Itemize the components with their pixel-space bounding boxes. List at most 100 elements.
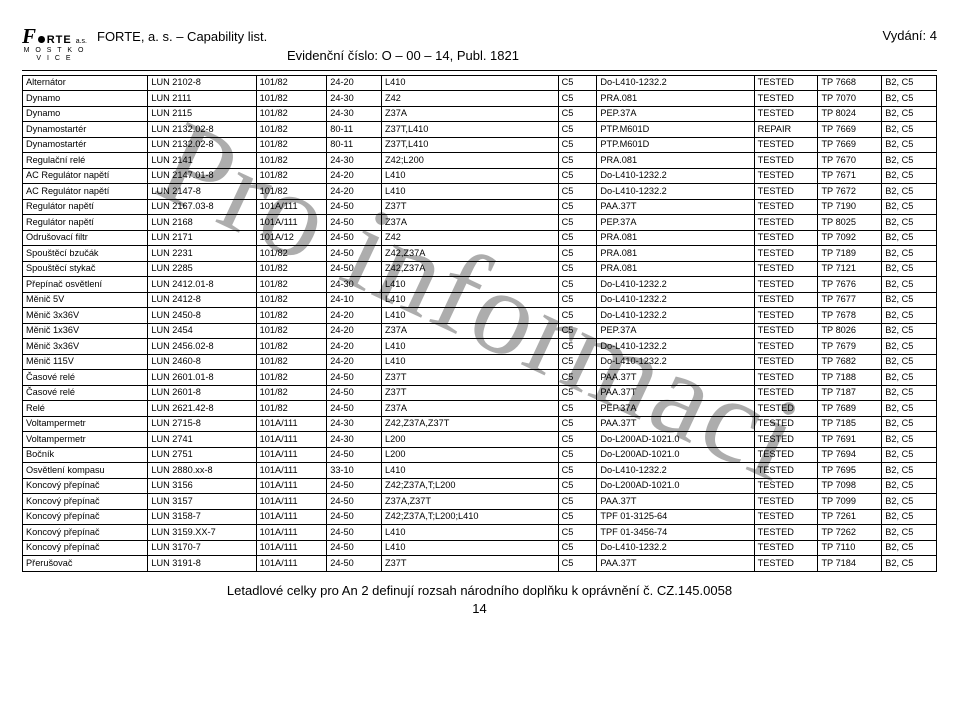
table-cell: LUN 2456.02-8 xyxy=(148,339,256,355)
table-cell: C5 xyxy=(558,401,597,417)
table-cell: TP 7262 xyxy=(818,525,882,541)
table-cell: TESTED xyxy=(754,308,818,324)
table-cell: 101/82 xyxy=(256,184,327,200)
table-cell: 24-50 xyxy=(327,261,382,277)
table-cell: LUN 2167.03-8 xyxy=(148,199,256,215)
table-cell: TP 7670 xyxy=(818,153,882,169)
table-cell: PAA.37T xyxy=(597,556,754,572)
table-cell: LUN 2141 xyxy=(148,153,256,169)
table-row: Koncový přepínačLUN 3159.XX-7101A/11124-… xyxy=(23,525,937,541)
table-row: ReléLUN 2621.42-8101/8224-50Z37AC5PEP.37… xyxy=(23,401,937,417)
table-cell: C5 xyxy=(558,137,597,153)
table-row: Měnič 1x36VLUN 2454101/8224-20Z37AC5PEP.… xyxy=(23,323,937,339)
table-cell: B2, C5 xyxy=(882,401,937,417)
table-row: VoltampermetrLUN 2715-8101A/11124-30Z42,… xyxy=(23,416,937,432)
table-cell: TESTED xyxy=(754,199,818,215)
table-cell: TP 7669 xyxy=(818,137,882,153)
table-cell: Měnič 1x36V xyxy=(23,323,148,339)
header-title-2: Evidenční číslo: O – 00 – 14, Publ. 1821 xyxy=(97,47,519,66)
table-cell: LUN 2171 xyxy=(148,230,256,246)
table-cell: C5 xyxy=(558,277,597,293)
table-row: DynamostartérLUN 2132.02-8101/8280-11Z37… xyxy=(23,122,937,138)
table-cell: Osvětlení kompasu xyxy=(23,463,148,479)
table-cell: C5 xyxy=(558,91,597,107)
table-cell: Koncový přepínač xyxy=(23,525,148,541)
table-cell: TESTED xyxy=(754,91,818,107)
table-cell: Z37T,L410 xyxy=(381,137,558,153)
table-cell: B2, C5 xyxy=(882,370,937,386)
table-cell: PRA.081 xyxy=(597,230,754,246)
table-cell: Z37A,Z37T xyxy=(381,494,558,510)
table-cell: PAA.37T xyxy=(597,385,754,401)
table-cell: Do-L200AD-1021.0 xyxy=(597,447,754,463)
table-row: Měnič 3x36VLUN 2450-8101/8224-20L410C5Do… xyxy=(23,308,937,324)
table-cell: LUN 2111 xyxy=(148,91,256,107)
table-cell: LUN 2168 xyxy=(148,215,256,231)
table-cell: 101/82 xyxy=(256,106,327,122)
table-cell: Z42 xyxy=(381,230,558,246)
table-row: PřerušovačLUN 3191-8101A/11124-50Z37TC5P… xyxy=(23,556,937,572)
table-cell: PEP.37A xyxy=(597,215,754,231)
capability-table: AlternátorLUN 2102-8101/8224-20L410C5Do-… xyxy=(22,75,937,572)
table-cell: TESTED xyxy=(754,246,818,262)
table-cell: 101A/111 xyxy=(256,447,327,463)
table-row: VoltampermetrLUN 2741101A/11124-30L200C5… xyxy=(23,432,937,448)
footer-page-number: 14 xyxy=(22,600,937,618)
table-cell: L410 xyxy=(381,75,558,91)
table-cell: TESTED xyxy=(754,339,818,355)
table-cell: B2, C5 xyxy=(882,292,937,308)
table-cell: B2, C5 xyxy=(882,168,937,184)
table-cell: TP 7669 xyxy=(818,122,882,138)
table-cell: 24-50 xyxy=(327,246,382,262)
table-cell: TESTED xyxy=(754,447,818,463)
logo-dot-icon xyxy=(38,36,45,43)
table-cell: Z37T xyxy=(381,370,558,386)
table-cell: LUN 2715-8 xyxy=(148,416,256,432)
table-cell: 101/82 xyxy=(256,75,327,91)
table-cell: 24-50 xyxy=(327,540,382,556)
table-cell: Regulační relé xyxy=(23,153,148,169)
table-cell: 101/82 xyxy=(256,246,327,262)
table-cell: L410 xyxy=(381,525,558,541)
table-cell: 24-30 xyxy=(327,153,382,169)
table-cell: 24-20 xyxy=(327,323,382,339)
table-cell: TP 7110 xyxy=(818,540,882,556)
footer-line-1: Letadlové celky pro An 2 definují rozsah… xyxy=(22,582,937,600)
table-cell: TESTED xyxy=(754,494,818,510)
table-cell: B2, C5 xyxy=(882,215,937,231)
table-row: Časové reléLUN 2601.01-8101/8224-50Z37TC… xyxy=(23,370,937,386)
table-cell: 33-10 xyxy=(327,463,382,479)
table-cell: LUN 2621.42-8 xyxy=(148,401,256,417)
table-cell: B2, C5 xyxy=(882,525,937,541)
table-cell: L410 xyxy=(381,308,558,324)
table-cell: 101A/111 xyxy=(256,556,327,572)
table-cell: C5 xyxy=(558,230,597,246)
table-cell: TESTED xyxy=(754,230,818,246)
table-cell: C5 xyxy=(558,354,597,370)
table-cell: 101/82 xyxy=(256,370,327,386)
table-cell: C5 xyxy=(558,75,597,91)
table-cell: TP 7098 xyxy=(818,478,882,494)
company-logo: F RTE a.s. M O S T K O V I C E xyxy=(22,28,87,62)
table-cell: B2, C5 xyxy=(882,323,937,339)
table-cell: PEP.37A xyxy=(597,106,754,122)
table-cell: TESTED xyxy=(754,509,818,525)
table-cell: Do-L410-1232.2 xyxy=(597,75,754,91)
table-cell: TESTED xyxy=(754,370,818,386)
table-cell: C5 xyxy=(558,168,597,184)
table-row: DynamostartérLUN 2132.02-8101/8280-11Z37… xyxy=(23,137,937,153)
table-cell: TP 7682 xyxy=(818,354,882,370)
table-cell: 24-50 xyxy=(327,199,382,215)
table-cell: 101A/111 xyxy=(256,478,327,494)
table-cell: B2, C5 xyxy=(882,246,937,262)
table-cell: Koncový přepínač xyxy=(23,478,148,494)
table-cell: 24-30 xyxy=(327,106,382,122)
table-cell: 101/82 xyxy=(256,401,327,417)
table-cell: TP 7672 xyxy=(818,184,882,200)
table-cell: Z37T xyxy=(381,556,558,572)
table-cell: B2, C5 xyxy=(882,354,937,370)
table-cell: C5 xyxy=(558,323,597,339)
table-cell: Dynamostartér xyxy=(23,137,148,153)
table-cell: TP 7679 xyxy=(818,339,882,355)
table-cell: TESTED xyxy=(754,75,818,91)
